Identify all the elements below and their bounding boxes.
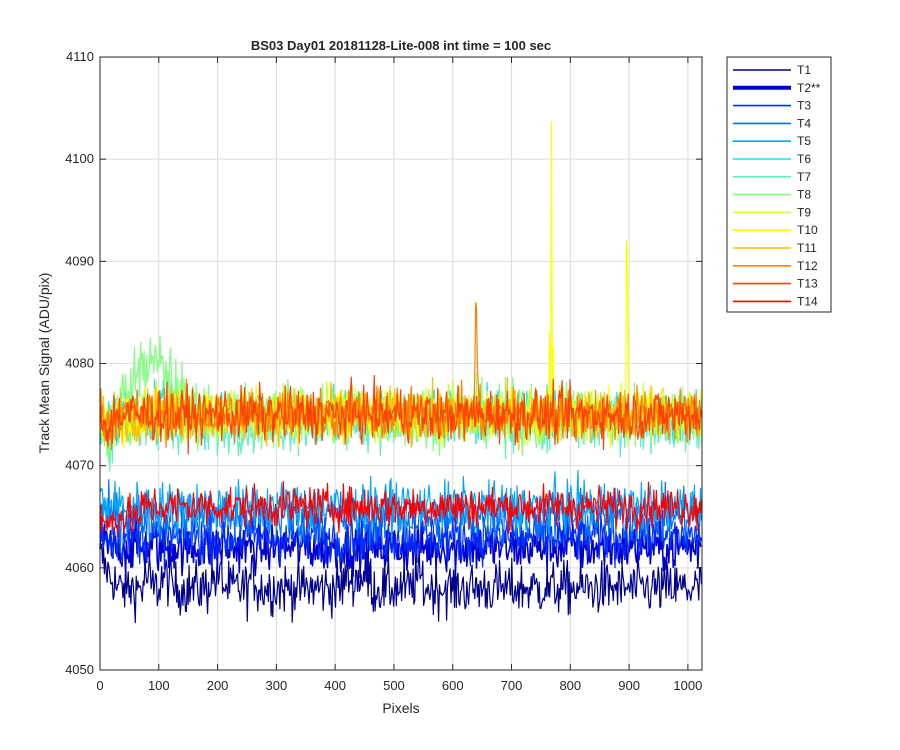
- y-tick-label: 4100: [65, 151, 94, 166]
- legend-label-t11: T11: [797, 241, 817, 255]
- x-tick-label: 300: [266, 678, 288, 693]
- legend-label-t7: T7: [797, 170, 811, 184]
- series-line-t13: [99, 375, 702, 455]
- y-tick-label: 4060: [65, 560, 94, 575]
- series-line-t1: [99, 543, 702, 624]
- legend-label-t1: T1: [797, 63, 811, 77]
- x-tick-label: 900: [618, 678, 640, 693]
- y-axis-label: Track Mean Signal (ADU/pix): [36, 273, 52, 454]
- x-tick-label: 0: [96, 678, 103, 693]
- legend-label-t6: T6: [797, 152, 811, 166]
- legend-label-t2: T2**: [797, 81, 821, 95]
- chart-title: BS03 Day01 20181128-Lite-008 int time = …: [251, 38, 551, 53]
- x-axis-label: Pixels: [382, 700, 419, 716]
- x-tick-label: 600: [442, 678, 464, 693]
- legend-label-t12: T12: [797, 259, 818, 273]
- legend-label-t13: T13: [797, 277, 818, 291]
- y-tick-label: 4050: [65, 662, 94, 677]
- series-layer: [99, 120, 702, 624]
- x-tick-label: 500: [383, 678, 405, 693]
- x-tick-label: 800: [559, 678, 581, 693]
- legend-label-t14: T14: [797, 294, 818, 308]
- legend-label-t9: T9: [797, 205, 811, 219]
- plot-area: 0 100 200 300 400 500 600 700 800 900 1000 4050 4060…: [65, 49, 703, 693]
- x-tick-label: 1000: [673, 678, 702, 693]
- y-tick-label: 4090: [65, 253, 94, 268]
- legend-label-t3: T3: [797, 99, 811, 113]
- ticks: 0 100 200 300 400 500 600 700 800 900 1000 4050 4060…: [65, 49, 702, 693]
- series-line-t2: [99, 515, 702, 579]
- legend-box: [726, 56, 832, 313]
- y-tick-label: 4110: [66, 49, 94, 64]
- legend-label-t5: T5: [797, 134, 811, 148]
- y-tick-label: 4070: [65, 458, 94, 473]
- y-tick-label: 4080: [65, 356, 94, 371]
- x-tick-label: 100: [148, 678, 170, 693]
- legend-label-t10: T10: [797, 223, 818, 237]
- x-tick-label: 200: [207, 678, 229, 693]
- legend-label-t4: T4: [797, 116, 811, 130]
- series-line-t3: [99, 501, 702, 570]
- legend: T1 T2** T3 T4 T5 T6 T7 T8 T9 T10 T11 T12 T13 T14: [726, 56, 832, 313]
- legend-label-t8: T8: [797, 188, 811, 202]
- x-tick-label: 700: [501, 678, 523, 693]
- x-tick-label: 400: [324, 678, 346, 693]
- series-line-t14: [99, 481, 702, 538]
